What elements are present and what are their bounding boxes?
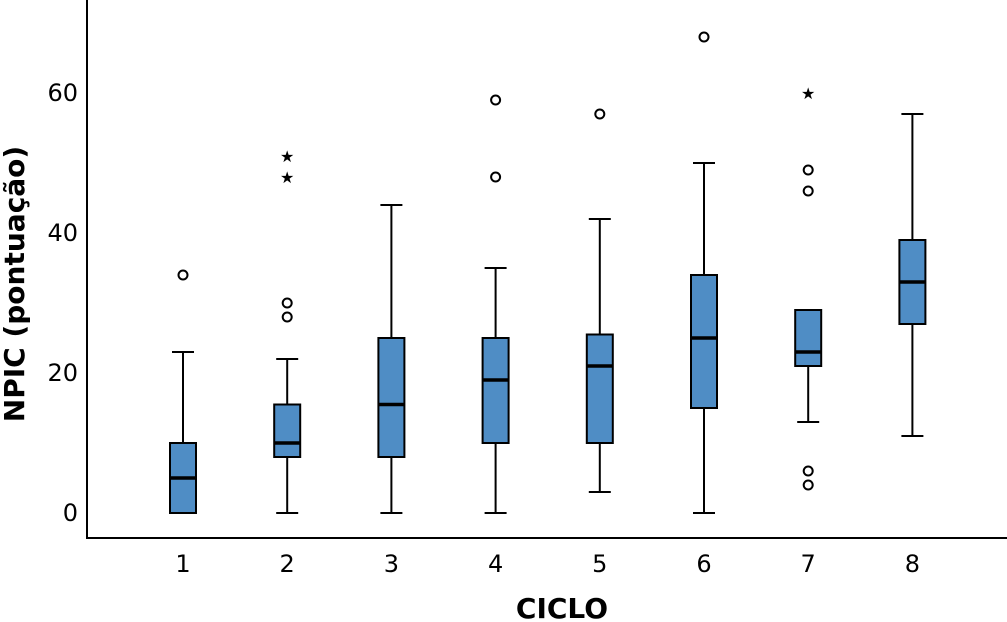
extreme-point: ★ [280,168,294,187]
x-tick-label: 3 [384,550,399,578]
iqr-box [273,403,302,458]
box-group-7: ★ [794,84,823,491]
y-tick-labels: 0 20 40 60 [47,79,78,527]
iqr-box [377,337,406,458]
outlier-point [490,94,502,106]
plot-area: ★★★ [169,31,927,514]
x-tick-labels: 1 2 3 4 5 6 7 8 [175,550,920,578]
extreme-point: ★ [801,84,815,103]
iqr-box [794,309,823,367]
x-tick-label: 8 [905,550,920,578]
y-tick-label: 60 [47,79,78,107]
extreme-point: ★ [280,147,294,166]
y-tick-label: 20 [47,359,78,387]
box-group-1 [169,269,197,514]
outlier-point [490,171,502,183]
outlier-point [698,31,710,43]
x-tick-label: 7 [801,550,816,578]
outlier-point [802,185,814,197]
iqr-box [690,274,718,409]
outlier-point [281,311,293,323]
outlier-point [594,108,606,120]
x-tick-label: 5 [592,550,607,578]
box-group-3 [377,204,406,514]
outlier-point [177,269,189,281]
box-group-8 [898,113,927,437]
outlier-point [802,479,814,491]
outlier-point [802,164,814,176]
box-group-4 [481,94,510,514]
x-tick-label: 1 [175,550,190,578]
box-group-6 [690,31,718,514]
box-group-2: ★★ [273,147,302,514]
box-group-5 [585,108,614,493]
y-tick-label: 40 [47,219,78,247]
iqr-box [585,333,614,444]
y-axis-title: NPIC (pontuação) [0,146,31,422]
y-tick-label: 0 [63,499,78,527]
iqr-box [481,337,510,444]
x-axis-title: CICLO [516,592,608,622]
outlier-point [802,465,814,477]
x-tick-label: 2 [280,550,295,578]
x-tick-label: 6 [696,550,711,578]
x-tick-label: 4 [488,550,503,578]
outlier-point [281,297,293,309]
